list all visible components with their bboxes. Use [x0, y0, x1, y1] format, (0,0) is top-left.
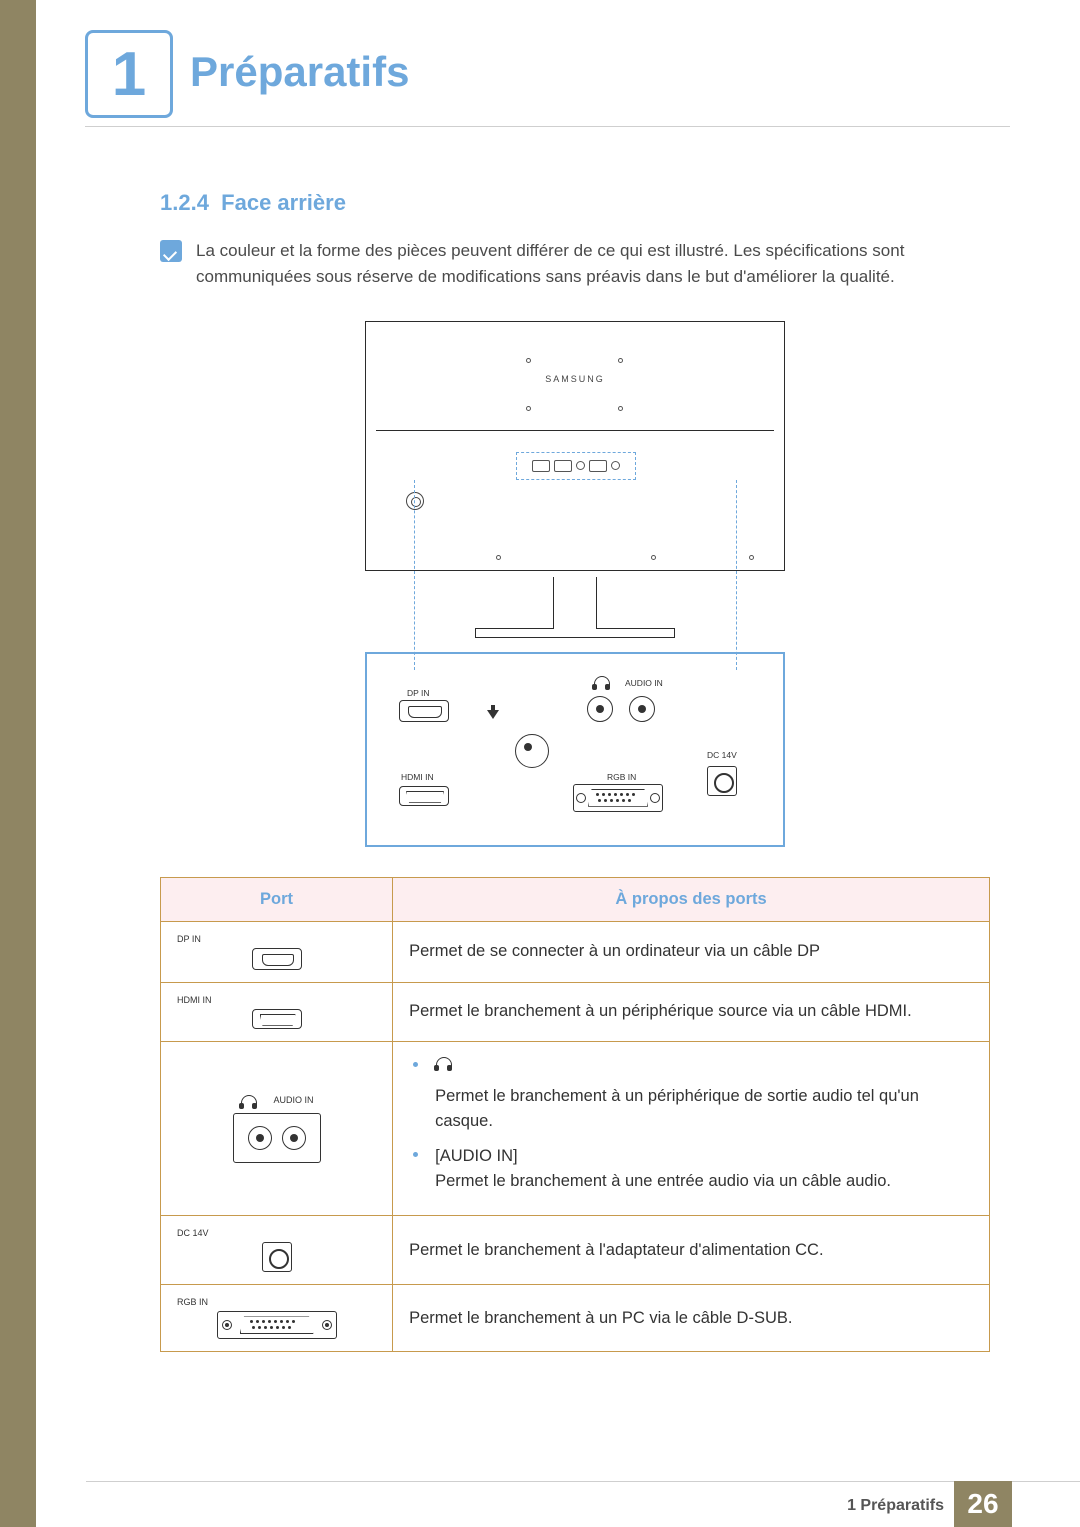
vga-shell [588, 789, 648, 807]
table-row: DC 14V Permet le branchement à l'adaptat… [161, 1216, 990, 1285]
dc-port-icon [262, 1242, 292, 1272]
vga-screw [576, 793, 586, 803]
hdmi-port-icon [252, 1009, 302, 1029]
port-label: AUDIO IN [274, 1095, 314, 1109]
divider-line [376, 430, 774, 431]
panel-port-hdmi [399, 786, 449, 806]
screw-dot [618, 406, 623, 411]
bullet-text: Permet le branchement à un périphérique … [435, 1087, 919, 1130]
note-icon [160, 240, 182, 262]
note-text: La couleur et la forme des pièces peuven… [196, 238, 990, 291]
dashed-connector [414, 480, 415, 670]
panel-port-dc [707, 766, 737, 796]
cell-desc: Permet de se connecter à un ordinateur v… [393, 921, 990, 982]
section-title: Face arrière [221, 190, 346, 215]
panel-label-rgb: RGB IN [607, 772, 636, 782]
panel-label-audio: AUDIO IN [625, 678, 663, 688]
panel-port-vga [573, 784, 663, 812]
port-label: HDMI IN [177, 995, 376, 1005]
vga-pins [596, 793, 635, 796]
vga-port-icon [217, 1311, 337, 1339]
chapter-number: 1 [112, 39, 146, 110]
screw-dot [651, 555, 656, 560]
tiny-port [611, 461, 620, 470]
section-number: 1.2.4 [160, 190, 209, 215]
cell-desc: Permet le branchement à un périphérique … [393, 1041, 990, 1216]
port-label: DC 14V [177, 1228, 376, 1238]
headphone-icon [593, 676, 609, 692]
dp-port-icon [252, 948, 302, 970]
screw-dot [496, 555, 501, 560]
note-block: La couleur et la forme des pièces peuven… [160, 238, 990, 291]
tiny-port [532, 460, 550, 472]
port-panel-enlarged: DP IN HDMI IN AUDIO IN RGB IN [365, 652, 785, 847]
ports-table: Port À propos des ports DP IN Permet de … [160, 877, 990, 1353]
port-label: DP IN [177, 934, 376, 944]
panel-port-center-jack [515, 734, 549, 768]
page-content: 1.2.4 Face arrière La couleur et la form… [160, 190, 990, 1352]
cell-port-dp: DP IN [161, 921, 393, 982]
cell-port-dc: DC 14V [161, 1216, 393, 1285]
screw-dot [749, 555, 754, 560]
cell-port-audio: AUDIO IN [161, 1041, 393, 1216]
vga-screw [650, 793, 660, 803]
bullet-text: Permet le branchement à une entrée audio… [435, 1172, 891, 1190]
monitor-outline: SAMSUNG [365, 321, 785, 571]
tiny-port [589, 460, 607, 472]
audio-jack [248, 1126, 272, 1150]
port-strip-highlight [516, 452, 636, 480]
cell-port-vga: RGB IN [161, 1285, 393, 1352]
col-port: Port [161, 877, 393, 921]
section-heading: 1.2.4 Face arrière [160, 190, 990, 216]
panel-label-dp: DP IN [407, 688, 430, 698]
chapter-badge: 1 [85, 30, 173, 118]
rear-diagram: SAMSUNG DP IN [365, 321, 785, 847]
download-arrow-icon [487, 710, 499, 719]
col-desc: À propos des ports [393, 877, 990, 921]
cell-desc: Permet le branchement à un périphérique … [393, 982, 990, 1041]
tiny-port [554, 460, 572, 472]
tiny-port [576, 461, 585, 470]
audio-jack [282, 1126, 306, 1150]
table-row: AUDIO IN Permet le branchement à un péri… [161, 1041, 990, 1216]
panel-port-audio-in [629, 696, 655, 722]
cell-desc: Permet le branchement à l'adaptateur d'a… [393, 1216, 990, 1285]
panel-port-dp [399, 700, 449, 722]
side-accent-bar [0, 0, 36, 1527]
screw-dot [526, 406, 531, 411]
panel-port-headphone [587, 696, 613, 722]
table-row: DP IN Permet de se connecter à un ordina… [161, 921, 990, 982]
page-footer: 1 Préparatifs 26 [36, 1481, 1080, 1527]
headphone-icon [435, 1054, 451, 1079]
dashed-connector [736, 480, 737, 670]
table-row: RGB IN Permet le branchement à un PC via… [161, 1285, 990, 1352]
cell-port-hdmi: HDMI IN [161, 982, 393, 1041]
vga-pins [598, 799, 631, 802]
stand-base [475, 628, 675, 638]
brand-label: SAMSUNG [545, 374, 605, 384]
header-rule [85, 126, 1010, 127]
footer-chapter-ref: 1 Préparatifs [847, 1497, 944, 1515]
port-label: RGB IN [177, 1297, 376, 1307]
footer-rule [86, 1481, 1080, 1482]
panel-label-hdmi: HDMI IN [401, 772, 434, 782]
bullet-item: [AUDIO IN] Permet le branchement à une e… [409, 1144, 973, 1194]
headphone-icon [240, 1095, 256, 1109]
panel-label-dc: DC 14V [707, 750, 737, 760]
screw-dot [526, 358, 531, 363]
page-number: 26 [954, 1481, 1012, 1527]
screw-dot [618, 358, 623, 363]
stand-pipe [553, 577, 597, 629]
bullet-label: [AUDIO IN] [435, 1147, 518, 1165]
joystick-button [406, 492, 424, 510]
table-row: HDMI IN Permet le branchement à un périp… [161, 982, 990, 1041]
table-header-row: Port À propos des ports [161, 877, 990, 921]
bullet-list: Permet le branchement à un périphérique … [409, 1054, 973, 1194]
cell-desc: Permet le branchement à un PC via le câb… [393, 1285, 990, 1352]
bullet-item: Permet le branchement à un périphérique … [409, 1054, 973, 1134]
audio-port-icon [233, 1113, 321, 1163]
chapter-title: Préparatifs [190, 48, 409, 96]
